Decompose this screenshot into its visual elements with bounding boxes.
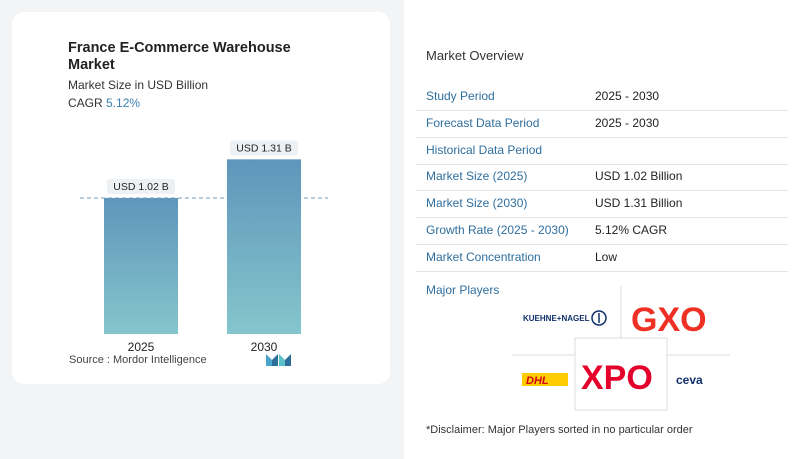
major-players-title: Major Players: [426, 283, 500, 297]
overview-value: 5.12% CAGR: [595, 223, 668, 237]
data-label-background: [107, 179, 175, 194]
bar-2025: [104, 198, 178, 334]
overview-value: USD 1.02 Billion: [595, 169, 683, 183]
overview-panel: Market Overview Study Period 2025 - 2030…: [404, 0, 800, 459]
xpo-logo: XPO: [581, 359, 653, 397]
gxo-logo: GXO: [631, 301, 707, 339]
overview-label: Market Size (2025): [426, 169, 528, 183]
overview-label: Historical Data Period: [426, 143, 543, 157]
mordor-intelligence-logo: [266, 354, 291, 366]
ceva-logo: ceva: [676, 373, 703, 387]
overview-value: 2025 - 2030: [595, 116, 660, 130]
data-label-background: [230, 140, 298, 156]
overview-value: USD 1.31 Billion: [595, 196, 683, 210]
cagr-label: CAGR: [68, 96, 103, 110]
overview-value: 2025 - 2030: [595, 89, 660, 103]
x-tick-label: 2025: [128, 340, 155, 354]
overview-row-market-concentration: Market Concentration Low: [416, 245, 788, 272]
kuehne-nagel-logo: KUEHNE+NAGEL: [523, 310, 607, 326]
overview-row-market-size-2025: Market Size (2025) USD 1.02 Billion: [416, 164, 788, 191]
cagr-value: 5.12%: [106, 96, 141, 110]
bar-chart: USD 1.02 B 2025 USD 1.31 B 2030: [80, 140, 328, 354]
overview-title: Market Overview: [426, 48, 524, 63]
overview-row-growth-rate: Growth Rate (2025 - 2030) 5.12% CAGR: [416, 218, 788, 245]
x-tick-label: 2030: [251, 340, 278, 354]
overview-row-forecast-period: Forecast Data Period 2025 - 2030: [416, 111, 788, 138]
data-label: USD 1.02 B: [113, 181, 168, 193]
overview-value: Low: [595, 250, 618, 264]
overview-label: Market Size (2030): [426, 196, 528, 210]
chart-subtitle: Market Size in USD Billion: [68, 78, 209, 92]
kuehne-nagel-text: KUEHNE+NAGEL: [523, 314, 590, 323]
data-label: USD 1.31 B: [236, 142, 291, 154]
overview-row-historical-period: Historical Data Period: [416, 138, 788, 165]
cagr-line: CAGR 5.12%: [68, 96, 140, 110]
source-text: Source : Mordor Intelligence: [69, 354, 207, 366]
disclaimer-text: *Disclaimer: Major Players sorted in no …: [426, 424, 693, 436]
overview-label: Growth Rate (2025 - 2030): [426, 223, 569, 237]
dhl-text: DHL: [526, 375, 549, 387]
major-players-logos: KUEHNE+NAGEL GXO DHL XPO ceva: [512, 286, 730, 411]
bar-2030: [227, 159, 301, 334]
overview-row-market-size-2030: Market Size (2030) USD 1.31 Billion: [416, 191, 788, 218]
overview-label: Study Period: [426, 89, 495, 103]
overview-label: Forecast Data Period: [426, 116, 540, 130]
dhl-logo: DHL: [522, 373, 568, 387]
overview-row-study-period: Study Period 2025 - 2030: [416, 84, 788, 111]
chart-title: France E-Commerce Warehouse Market: [68, 40, 291, 73]
overview-label: Market Concentration: [426, 250, 541, 264]
